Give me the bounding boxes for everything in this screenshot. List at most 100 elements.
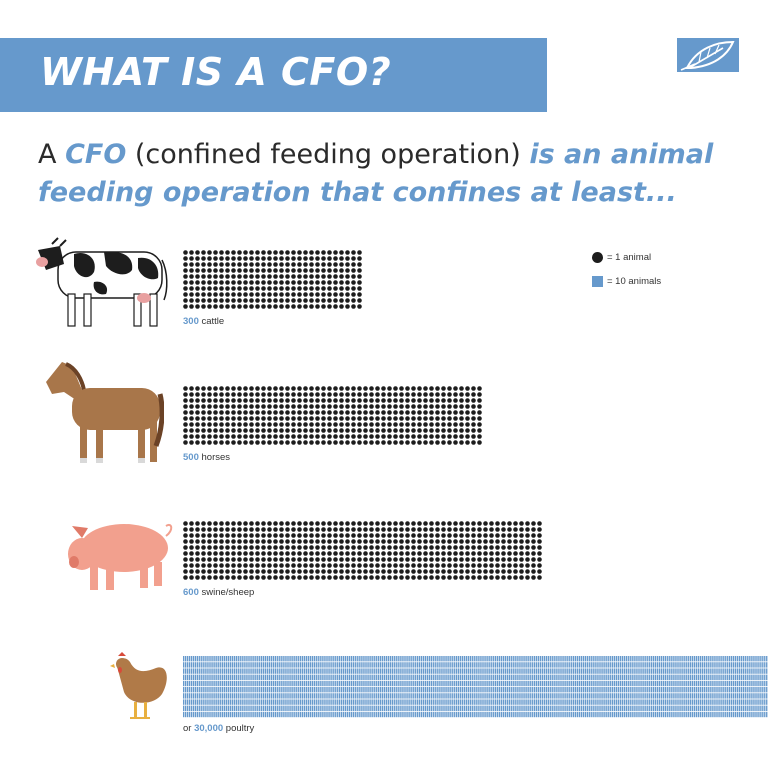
animal-dot bbox=[363, 428, 368, 433]
animal-dot bbox=[183, 428, 188, 433]
animal-square bbox=[350, 674, 353, 680]
animal-dot bbox=[345, 386, 350, 391]
animal-dot bbox=[279, 539, 284, 544]
animal-square bbox=[389, 680, 392, 687]
animal-dot bbox=[213, 539, 218, 544]
animal-dot bbox=[381, 551, 386, 556]
animal-dot bbox=[189, 422, 194, 427]
animal-square bbox=[764, 656, 766, 662]
animal-dot bbox=[237, 286, 242, 291]
animal-square bbox=[268, 680, 271, 687]
animal-square bbox=[545, 662, 548, 668]
animal-square bbox=[194, 693, 197, 699]
animal-square bbox=[656, 687, 659, 693]
animal-square bbox=[300, 687, 302, 693]
animal-square bbox=[518, 680, 520, 687]
animal-square bbox=[734, 705, 737, 711]
animal-square bbox=[565, 662, 567, 668]
animal-dot bbox=[261, 404, 266, 409]
animal-dot bbox=[357, 280, 362, 285]
animal-dot bbox=[411, 527, 416, 532]
animal-dot bbox=[453, 533, 458, 538]
animal-square bbox=[346, 656, 349, 662]
animal-square bbox=[440, 711, 442, 718]
animal-dot bbox=[375, 398, 380, 403]
animal-dot bbox=[435, 416, 440, 421]
animal-square bbox=[569, 656, 571, 662]
animal-dot bbox=[267, 280, 272, 285]
animal-dot bbox=[315, 557, 320, 562]
animal-square bbox=[461, 680, 464, 687]
animal-square bbox=[212, 693, 214, 699]
animal-square bbox=[643, 662, 645, 668]
animal-square bbox=[711, 674, 713, 680]
caption-poultry: or 30,000 poultry bbox=[183, 723, 254, 734]
animal-square bbox=[456, 687, 458, 693]
animal-dot bbox=[261, 268, 266, 273]
animal-square bbox=[541, 693, 544, 699]
animal-square bbox=[485, 656, 487, 662]
animal-dot bbox=[435, 434, 440, 439]
animal-dot bbox=[261, 545, 266, 550]
animal-square bbox=[463, 662, 466, 668]
animal-square bbox=[298, 674, 300, 680]
animal-dot bbox=[225, 551, 230, 556]
animal-square bbox=[526, 705, 528, 711]
animal-dot bbox=[363, 563, 368, 568]
animal-square bbox=[539, 705, 542, 711]
animal-square bbox=[697, 705, 700, 711]
animal-square bbox=[309, 705, 312, 711]
animal-square bbox=[356, 674, 358, 680]
animal-square bbox=[738, 662, 741, 668]
animal-dot bbox=[339, 416, 344, 421]
animal-square bbox=[231, 711, 234, 718]
animal-square bbox=[366, 656, 368, 662]
animal-dot bbox=[483, 569, 488, 574]
animal-square bbox=[399, 693, 401, 699]
animal-square bbox=[196, 656, 198, 662]
animal-square bbox=[649, 699, 651, 705]
animal-square bbox=[516, 662, 518, 668]
animal-square bbox=[590, 705, 592, 711]
animal-square bbox=[532, 705, 534, 711]
animal-square bbox=[237, 680, 239, 687]
animal-dot bbox=[423, 545, 428, 550]
animal-square bbox=[604, 668, 606, 674]
animal-square bbox=[690, 711, 692, 718]
animal-dot bbox=[465, 386, 470, 391]
animal-square bbox=[251, 705, 253, 711]
animal-square bbox=[220, 693, 222, 699]
animal-square bbox=[701, 711, 704, 718]
animal-square bbox=[300, 711, 302, 718]
animal-dot bbox=[369, 434, 374, 439]
animal-square bbox=[695, 699, 698, 705]
animal-square bbox=[580, 656, 583, 662]
animal-square bbox=[278, 693, 280, 699]
animal-dot bbox=[285, 557, 290, 562]
animal-square bbox=[290, 693, 292, 699]
animal-square bbox=[200, 680, 202, 687]
animal-square bbox=[395, 662, 397, 668]
animal-square bbox=[610, 656, 612, 662]
animal-dot bbox=[489, 533, 494, 538]
animal-square bbox=[284, 680, 286, 687]
animal-square bbox=[397, 668, 399, 674]
animal-square bbox=[340, 680, 343, 687]
animal-dot bbox=[291, 533, 296, 538]
animal-square bbox=[565, 693, 567, 699]
animal-square bbox=[301, 656, 304, 662]
animal-dot bbox=[519, 539, 524, 544]
animal-dot bbox=[255, 268, 260, 273]
animal-square bbox=[664, 668, 666, 674]
animal-square bbox=[469, 674, 471, 680]
animal-square bbox=[428, 662, 431, 668]
animal-square bbox=[670, 668, 672, 674]
animal-square bbox=[518, 674, 520, 680]
animal-dot bbox=[183, 539, 188, 544]
animal-square bbox=[452, 711, 454, 718]
animal-square bbox=[612, 705, 614, 711]
animal-square bbox=[413, 699, 415, 705]
animal-dot bbox=[243, 557, 248, 562]
animal-square bbox=[465, 687, 468, 693]
animal-square bbox=[473, 662, 475, 668]
